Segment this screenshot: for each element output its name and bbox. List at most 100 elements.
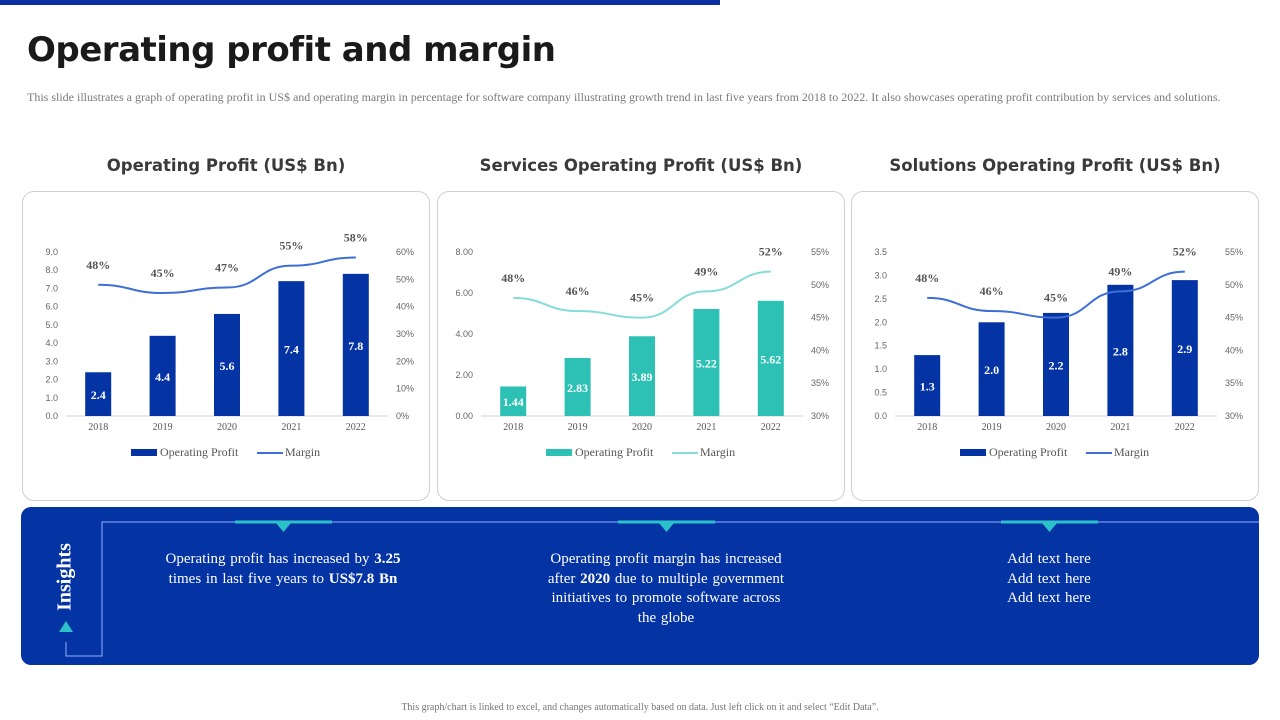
- bar-value-label: 5.22: [696, 356, 717, 370]
- y2-tick-label: 55%: [1225, 247, 1243, 257]
- margin-value-label: 49%: [1108, 264, 1132, 278]
- margin-value-label: 45%: [630, 291, 654, 305]
- margin-value-label: 47%: [215, 261, 239, 275]
- insight-highlight: US$7.8 Bn: [328, 570, 398, 587]
- y-tick-label: 9.0: [45, 247, 58, 257]
- y-tick-label: 2.0: [45, 375, 58, 385]
- margin-line[interactable]: [927, 270, 1185, 319]
- margin-value-label: 49%: [694, 264, 718, 278]
- x-tick-label: 2021: [1110, 422, 1130, 433]
- bar-2020[interactable]: [1043, 312, 1069, 416]
- chart-solutions-operating-profit[interactable]: 0.0 0.5 1.0 1.5 2.0 2.5 3.0 3.5 30% 35% 40% 45% 50% 5…: [852, 192, 1260, 502]
- chart-services-operating-profit[interactable]: 0.00 2.00 4.00 6.00 8.00 30% 35% 40% 45% 50% 55% 1.…: [438, 192, 846, 502]
- y2-tick-label: 60%: [396, 247, 414, 257]
- bar-2019[interactable]: [149, 335, 176, 416]
- bar-2022[interactable]: [757, 300, 784, 416]
- y-tick-label: 1.0: [874, 364, 887, 374]
- insight-text-2: Operating profit margin has increased af…: [546, 550, 786, 628]
- x-tick-label: 2022: [346, 422, 366, 433]
- insights-arrow-up-icon: [59, 621, 73, 632]
- margin-line[interactable]: [98, 256, 356, 295]
- bar-2021[interactable]: [278, 281, 305, 416]
- margin-value-label: 46%: [980, 284, 1004, 298]
- y-tick-label: 4.00: [455, 329, 473, 339]
- x-tick-label: 2020: [1046, 422, 1066, 433]
- bar-value-label: 5.6: [220, 359, 235, 373]
- y2-tick-label: 45%: [1225, 313, 1243, 323]
- y-tick-label: 4.0: [45, 338, 58, 348]
- x-tick-label: 2019: [153, 422, 173, 433]
- y-tick-label: 3.5: [874, 247, 887, 257]
- bar-2019[interactable]: [978, 322, 1005, 416]
- bar-2022[interactable]: [342, 273, 369, 416]
- y-tick-label: 0.5: [874, 388, 887, 398]
- y2-tick-label: 50%: [811, 280, 829, 290]
- margin-value-label: 58%: [344, 230, 368, 244]
- y-tick-label: 3.0: [874, 270, 887, 280]
- x-tick-label: 2020: [217, 422, 237, 433]
- y2-tick-label: 20%: [396, 356, 414, 366]
- bar-2018[interactable]: [500, 386, 527, 416]
- legend-label-bar: Operating Profit: [575, 445, 654, 459]
- y-tick-label: 1.0: [45, 393, 58, 403]
- y-tick-label: 8.00: [455, 247, 473, 257]
- chart-card-services-operating-profit[interactable]: 0.00 2.00 4.00 6.00 8.00 30% 35% 40% 45% 50% 55% 1.…: [437, 191, 845, 501]
- y2-tick-label: 50%: [1225, 280, 1243, 290]
- y-tick-label: 0.00: [455, 411, 473, 421]
- insight-fragment: Operating profit has increased by: [165, 551, 375, 567]
- bar-2018[interactable]: [85, 372, 112, 416]
- y-tick-label: 8.0: [45, 265, 58, 275]
- bar-2019[interactable]: [564, 357, 591, 416]
- margin-value-label: 55%: [279, 239, 303, 253]
- x-tick-label: 2020: [632, 422, 652, 433]
- bar-value-label: 2.83: [567, 381, 588, 395]
- insight-text-1: Operating profit has increased by 3.25 t…: [163, 550, 403, 589]
- y-tick-label: 2.5: [874, 294, 887, 304]
- bar-2018[interactable]: [914, 355, 941, 416]
- y2-tick-label: 10%: [396, 384, 414, 394]
- legend-swatch-bar: [546, 449, 572, 456]
- chart-card-solutions-operating-profit[interactable]: 0.0 0.5 1.0 1.5 2.0 2.5 3.0 3.5 30% 35% 40% 45% 50% 5…: [851, 191, 1259, 501]
- y-tick-label: 6.00: [455, 288, 473, 298]
- x-tick-label: 2021: [281, 422, 301, 433]
- page-subtitle: This slide illustrates a graph of operat…: [27, 90, 1221, 104]
- x-tick-label: 2019: [982, 422, 1002, 433]
- y-tick-label: 1.5: [874, 341, 887, 351]
- x-tick-label: 2019: [568, 422, 588, 433]
- chart-operating-profit[interactable]: 0.0 1.0 2.0 3.0 4.0 5.0 6.0 7.0 8.0 9.0 0% 10% 20% 30…: [23, 192, 431, 502]
- legend-swatch-bar: [960, 449, 986, 456]
- y-tick-label: 3.0: [45, 356, 58, 366]
- y-tick-label: 6.0: [45, 302, 58, 312]
- y2-tick-label: 40%: [396, 302, 414, 312]
- bar-value-label: 1.3: [920, 380, 935, 394]
- bar-2021[interactable]: [1107, 284, 1134, 416]
- bar-2021[interactable]: [693, 308, 720, 416]
- insight-fragment: Operating profit margin has increased af…: [547, 551, 782, 587]
- x-tick-label: 2018: [503, 422, 523, 433]
- y2-tick-label: 30%: [396, 329, 414, 339]
- y-tick-label: 2.0: [874, 317, 887, 327]
- margin-value-label: 46%: [566, 284, 590, 298]
- y2-tick-label: 40%: [811, 345, 829, 355]
- chart-card-operating-profit[interactable]: 0.0 1.0 2.0 3.0 4.0 5.0 6.0 7.0 8.0 9.0 0% 10% 20% 30…: [22, 191, 430, 501]
- bar-2020[interactable]: [629, 336, 655, 416]
- bar-2022[interactable]: [1171, 280, 1198, 416]
- margin-value-label: 45%: [151, 266, 175, 280]
- margin-value-label: 45%: [1044, 291, 1068, 305]
- legend-label-line: Margin: [285, 445, 320, 459]
- y2-tick-label: 50%: [396, 274, 414, 284]
- margin-value-label: 52%: [759, 245, 783, 259]
- chart-legend: Operating Profit Margin: [546, 445, 735, 459]
- margin-value-label: 52%: [1173, 245, 1197, 259]
- legend-label-line: Margin: [700, 445, 735, 459]
- bar-2020[interactable]: [214, 313, 240, 416]
- y-tick-label: 0.0: [874, 411, 887, 421]
- legend-label-bar: Operating Profit: [989, 445, 1068, 459]
- margin-line[interactable]: [513, 270, 771, 319]
- insights-panel: Insights Operating profit has increased …: [21, 507, 1259, 665]
- legend-label-bar: Operating Profit: [160, 445, 239, 459]
- bar-value-label: 2.8: [1113, 344, 1128, 358]
- y2-tick-label: 30%: [1225, 411, 1243, 421]
- y2-tick-label: 35%: [811, 378, 829, 388]
- page-title: Operating profit and margin: [27, 30, 556, 70]
